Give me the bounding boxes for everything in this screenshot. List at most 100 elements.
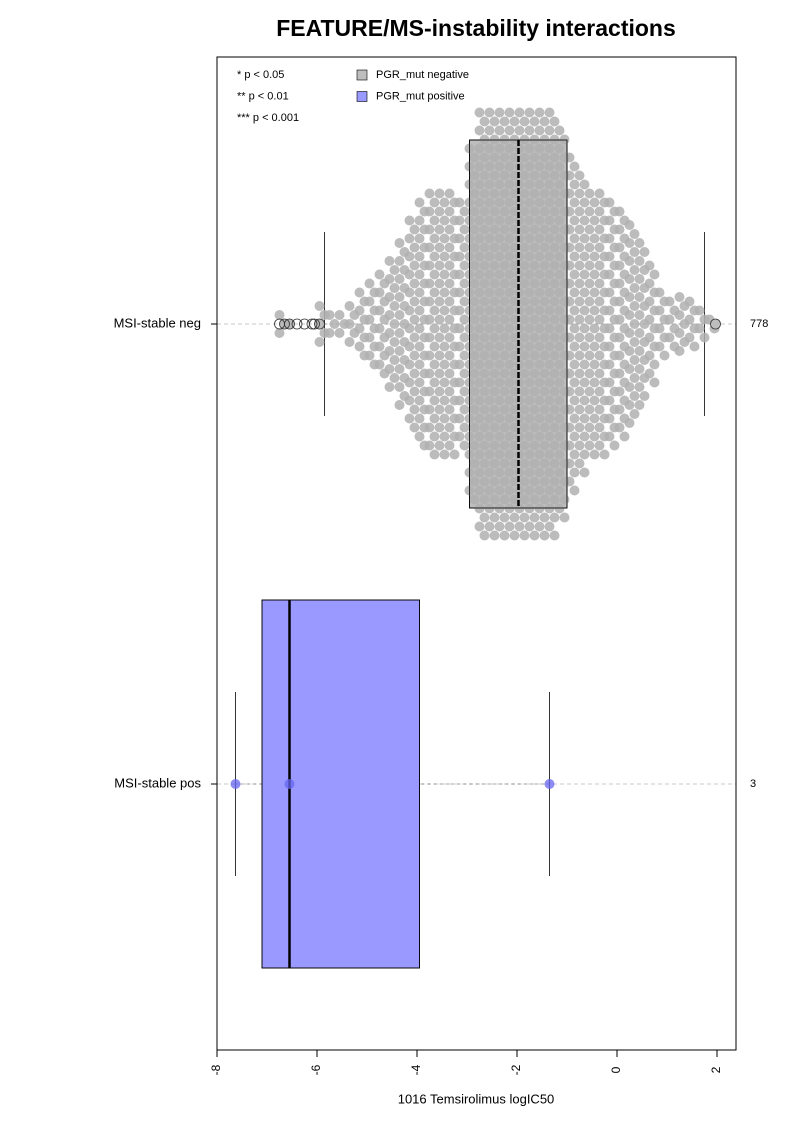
- swarm-point: [614, 368, 625, 379]
- swarm-point: [434, 350, 445, 361]
- swarm-point: [629, 301, 640, 311]
- swarm-point: [324, 328, 335, 338]
- swarm-point: [519, 476, 530, 487]
- swarm-point: [439, 305, 450, 316]
- swarm-point: [589, 377, 600, 388]
- swarm-point: [574, 296, 585, 307]
- swarm-point: [459, 440, 470, 451]
- swarm-point: [614, 386, 625, 397]
- swarm-point: [564, 368, 575, 379]
- swarm-point: [414, 287, 425, 298]
- swarm-point: [554, 485, 565, 496]
- swarm-point: [479, 242, 490, 253]
- swarm-point: [584, 404, 595, 415]
- swarm-point: [499, 386, 510, 397]
- swarm-point: [529, 116, 540, 127]
- swarm-point: [534, 161, 545, 172]
- swarm-point: [489, 440, 500, 451]
- swarm-point: [499, 530, 510, 541]
- swarm-point: [519, 440, 530, 451]
- swarm-point: [564, 386, 575, 397]
- swarm-point: [489, 332, 500, 343]
- swarm-point: [509, 458, 520, 469]
- swarm-point: [554, 287, 565, 298]
- swarm-point: [529, 152, 540, 163]
- swarm-point: [499, 224, 510, 235]
- swarm-point: [539, 386, 550, 397]
- swarm-point: [604, 269, 615, 280]
- swarm-point: [569, 395, 580, 406]
- swarm-point: [424, 206, 435, 217]
- swarm-point: [499, 476, 510, 487]
- swarm-point: [634, 382, 645, 392]
- swarm-point: [554, 503, 565, 514]
- swarm-point: [594, 224, 605, 235]
- swarm-point: [589, 233, 600, 244]
- swarm-point: [489, 260, 500, 271]
- swarm-point: [494, 467, 505, 478]
- swarm-point: [424, 278, 435, 289]
- swarm-point: [434, 332, 445, 343]
- swarm-point: [489, 476, 500, 487]
- swarm-point: [534, 395, 545, 406]
- swarm-point: [564, 332, 575, 343]
- swarm-point: [624, 310, 635, 320]
- swarm-point: [574, 224, 585, 235]
- swarm-point: [694, 305, 705, 316]
- swarm-point: [614, 350, 625, 361]
- swarm-point: [494, 251, 505, 262]
- swarm-point: [664, 314, 675, 325]
- swarm-point: [544, 161, 555, 172]
- swarm-point: [604, 305, 615, 316]
- swarm-point: [519, 350, 530, 361]
- swarm-point: [554, 449, 565, 460]
- swarm-point: [459, 296, 470, 307]
- swarm-point: [489, 188, 500, 199]
- swarm-point: [454, 377, 465, 388]
- outlier: [314, 318, 325, 330]
- swarm-point: [634, 274, 645, 284]
- swarm-point: [549, 242, 560, 253]
- swarm-point: [374, 305, 385, 316]
- swarm-point: [439, 251, 450, 262]
- y-tick-label: MSI-stable neg: [114, 315, 201, 330]
- swarm-point: [534, 125, 545, 136]
- swarm-point: [519, 314, 530, 325]
- swarm-point: [574, 260, 585, 271]
- swarm-point: [484, 197, 495, 208]
- swarm-point: [409, 260, 420, 271]
- swarm-point: [439, 269, 450, 280]
- swarm-point: [534, 341, 545, 352]
- swarm-point: [519, 134, 530, 145]
- swarm-point: [439, 449, 450, 460]
- swarm-point: [469, 296, 480, 307]
- swarm-point: [444, 224, 455, 235]
- swarm-point: [519, 530, 530, 541]
- swarm-point: [504, 305, 515, 316]
- swarm-point: [524, 449, 535, 460]
- swarm-point: [489, 512, 500, 523]
- swarm-point: [549, 152, 560, 163]
- swarm-point: [519, 458, 530, 469]
- swarm-point: [404, 377, 415, 388]
- swarm-point: [364, 278, 375, 289]
- swarm-point: [509, 404, 520, 415]
- swarm-point: [529, 134, 540, 145]
- swarm-point: [489, 404, 500, 415]
- swarm-point: [474, 197, 485, 208]
- swarm-point: [469, 350, 480, 361]
- swarm-point: [484, 215, 495, 226]
- swarm-point: [414, 359, 425, 370]
- swarm-point: [539, 512, 550, 523]
- swarm-point: [489, 278, 500, 289]
- swarm-point: [504, 521, 515, 532]
- swarm-point: [494, 215, 505, 226]
- swarm-point: [524, 233, 535, 244]
- swarm-point: [569, 251, 580, 262]
- swarm-point: [519, 224, 530, 235]
- swarm-point: [539, 458, 550, 469]
- swarm-point: [389, 337, 400, 347]
- swarm-point: [544, 287, 555, 298]
- swarm-point: [424, 368, 435, 379]
